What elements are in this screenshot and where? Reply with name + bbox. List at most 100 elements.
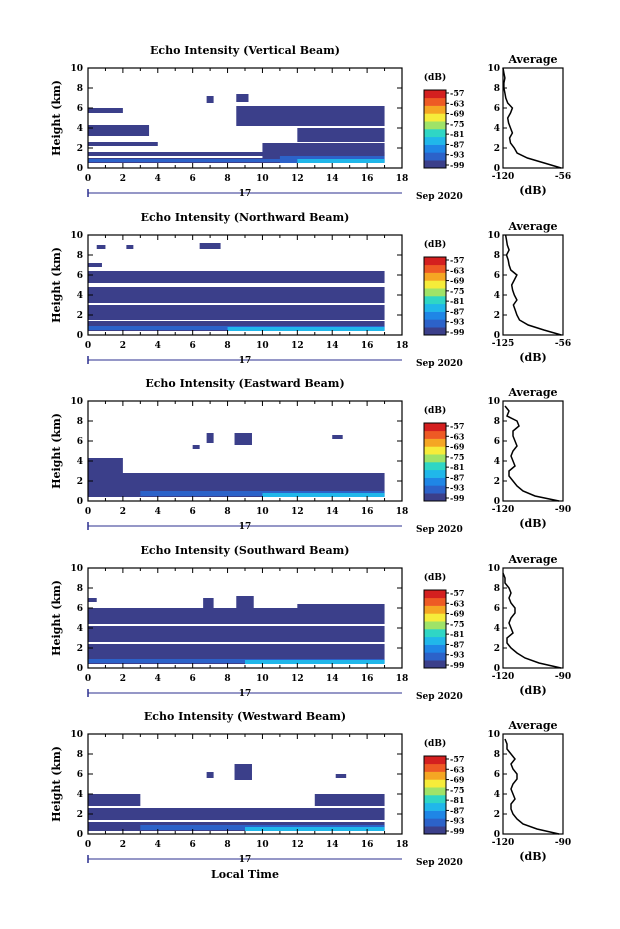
heatmap-cell [203, 598, 214, 608]
colorbar-tick-label: -57 [450, 754, 464, 764]
y-tick-label: 0 [77, 497, 83, 507]
y-tick-label: 8 [77, 417, 83, 427]
heatmap-cell [88, 152, 385, 156]
y-tick-label: 10 [70, 397, 83, 407]
profile-y-tick-label: 10 [487, 64, 500, 74]
profile-y-tick-label: 2 [494, 644, 500, 654]
profile-y-tick-label: 8 [494, 251, 500, 261]
profile-y-tick-label: 2 [494, 144, 500, 154]
colorbar-segment [424, 129, 446, 138]
profile-line [504, 738, 560, 835]
y-axis-label: Height (km) [50, 247, 63, 323]
y-tick-label: 4 [77, 624, 83, 634]
day-label: 17 [239, 356, 252, 366]
heatmap-cell [88, 808, 385, 820]
x-tick-label: 8 [224, 840, 230, 850]
colorbar-segment [424, 597, 446, 606]
profile-x-tick-label: -56 [555, 339, 571, 349]
panel-title: Echo Intensity (Southward Beam) [141, 544, 350, 557]
colorbar-tick-label: -87 [450, 306, 464, 316]
colorbar-tick-label: -99 [450, 493, 465, 503]
profile-line [502, 67, 562, 169]
heatmap-cell [88, 125, 150, 136]
colorbar-tick-label: -63 [450, 98, 465, 108]
profile-y-tick-label: 2 [494, 810, 500, 820]
heatmap-cells [88, 596, 385, 664]
heatmap-cell [88, 287, 385, 303]
heatmap-cell [234, 764, 252, 780]
x-tick-label: 16 [361, 674, 374, 684]
x-tick-label: 8 [224, 507, 230, 517]
heatmap-cell [297, 159, 385, 163]
colorbar-tick-label: -63 [450, 598, 465, 608]
colorbar-tick-label: -93 [450, 317, 465, 327]
heatmap-cell [88, 608, 385, 624]
colorbar-frame [423, 422, 447, 502]
x-tick-label: 12 [291, 840, 304, 850]
colorbar-segment [424, 454, 446, 463]
heatmap-cell [332, 435, 343, 439]
profile-y-tick-label: 10 [487, 231, 500, 241]
heatmap-cell [245, 827, 385, 831]
x-tick-label: 4 [155, 840, 161, 850]
y-tick-label: 10 [70, 730, 83, 740]
colorbar-tick-label: -75 [450, 785, 464, 795]
colorbar-segment [424, 319, 446, 328]
colorbar-tick-label: -99 [450, 826, 465, 836]
colorbar-tick-label: -81 [450, 795, 464, 805]
colorbar-segment [424, 795, 446, 804]
x-tick-label: 2 [120, 840, 126, 850]
y-tick-label: 2 [77, 644, 83, 654]
colorbar-segment [424, 296, 446, 305]
heatmap-cell [262, 493, 385, 497]
colorbar-segment [424, 652, 446, 661]
profile-y-tick-label: 4 [494, 457, 500, 467]
x-tick-label: 18 [396, 174, 409, 184]
colorbar-segment [424, 272, 446, 281]
colorbar-segment [424, 469, 446, 478]
x-tick-label: 8 [224, 341, 230, 351]
x-tick-label: 4 [155, 674, 161, 684]
y-tick-label: 4 [77, 790, 83, 800]
colorbar-tick-label: -57 [450, 88, 464, 98]
colorbar-tick-label: -93 [450, 150, 465, 160]
colorbar-unit: (dB) [424, 72, 446, 83]
profile-title: Average [507, 53, 557, 66]
colorbar-segment [424, 303, 446, 312]
colorbar-segment [424, 826, 446, 835]
colorbar-segment [424, 113, 446, 122]
profile-y-tick-label: 0 [494, 664, 500, 674]
colorbar-segment [424, 160, 446, 169]
colorbar-frame [423, 256, 447, 336]
x-tick-label: 14 [326, 174, 339, 184]
colorbar-tick-label: -87 [450, 472, 464, 482]
x-tick-label: 6 [190, 507, 196, 517]
colorbar-segment [424, 90, 446, 99]
x-tick-label: 6 [190, 341, 196, 351]
x-tick-label: 14 [326, 840, 339, 850]
colorbar-segment [424, 605, 446, 614]
y-tick-label: 4 [77, 124, 83, 134]
colorbar-tick-label: -69 [450, 775, 465, 785]
x-tick-label: 10 [256, 174, 269, 184]
y-tick-label: 2 [77, 477, 83, 487]
colorbar-segment [424, 327, 446, 336]
colorbar-segment [424, 311, 446, 320]
heatmap-cells [88, 94, 385, 163]
colorbar-tick-label: -75 [450, 286, 464, 296]
y-tick-label: 2 [77, 810, 83, 820]
panel-title: Echo Intensity (Northward Beam) [141, 211, 350, 224]
profile-y-tick-label: 6 [494, 604, 500, 614]
colorbar-tick-label: -57 [450, 421, 464, 431]
x-tick-label: 2 [120, 341, 126, 351]
heatmap-cells [88, 243, 385, 331]
colorbar-segment [424, 97, 446, 106]
heatmap-cell [88, 271, 385, 283]
date-label: Sep 2020 [416, 359, 463, 369]
heatmap-cell [236, 106, 385, 126]
x-tick-label: 16 [361, 507, 374, 517]
heatmap-cell [262, 143, 385, 158]
heatmap-cell [297, 604, 385, 608]
heatmap-cell [88, 473, 385, 485]
